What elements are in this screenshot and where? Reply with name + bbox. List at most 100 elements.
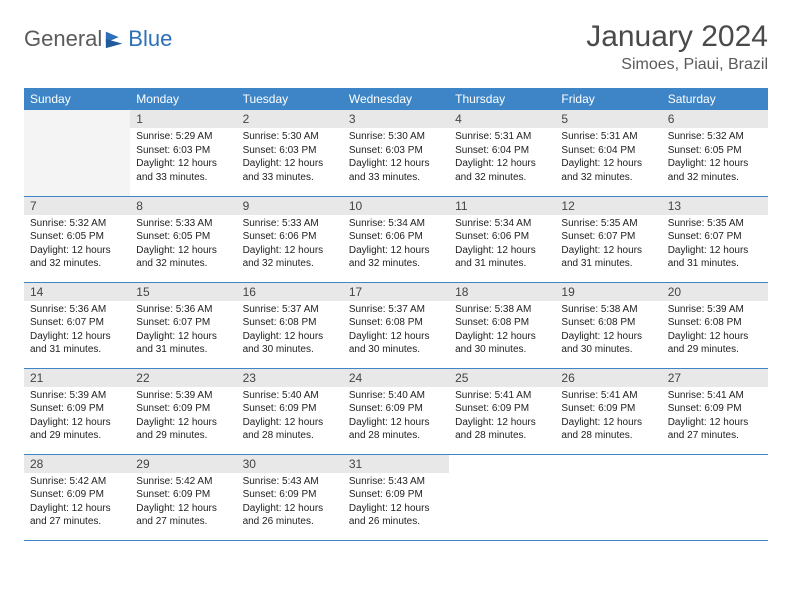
day-details: Sunrise: 5:30 AMSunset: 6:03 PMDaylight:… — [343, 128, 449, 190]
logo: General Blue — [24, 20, 172, 52]
day-number: 27 — [662, 369, 768, 387]
daylight-line: Daylight: 12 hours and 31 minutes. — [561, 244, 655, 271]
day-details: Sunrise: 5:40 AMSunset: 6:09 PMDaylight:… — [343, 387, 449, 449]
daylight-line: Daylight: 12 hours and 27 minutes. — [668, 416, 762, 443]
calendar-cell: . — [555, 454, 661, 540]
sunset-line: Sunset: 6:06 PM — [455, 230, 549, 244]
daylight-line: Daylight: 12 hours and 31 minutes. — [455, 244, 549, 271]
location-subtitle: Simoes, Piaui, Brazil — [586, 56, 768, 74]
weekday-header: Tuesday — [237, 88, 343, 110]
day-number: 13 — [662, 197, 768, 215]
sunset-line: Sunset: 6:03 PM — [243, 144, 337, 158]
sunset-line: Sunset: 6:04 PM — [455, 144, 549, 158]
calendar-cell: . — [449, 454, 555, 540]
sunrise-line: Sunrise: 5:29 AM — [136, 130, 230, 144]
sunset-line: Sunset: 6:09 PM — [561, 402, 655, 416]
day-details: Sunrise: 5:29 AMSunset: 6:03 PMDaylight:… — [130, 128, 236, 190]
day-number: 24 — [343, 369, 449, 387]
daylight-line: Daylight: 12 hours and 27 minutes. — [136, 502, 230, 529]
sunrise-line: Sunrise: 5:41 AM — [455, 389, 549, 403]
calendar-cell: 18Sunrise: 5:38 AMSunset: 6:08 PMDayligh… — [449, 282, 555, 368]
daylight-line: Daylight: 12 hours and 30 minutes. — [455, 330, 549, 357]
sunrise-line: Sunrise: 5:32 AM — [30, 217, 124, 231]
day-details: Sunrise: 5:33 AMSunset: 6:06 PMDaylight:… — [237, 215, 343, 277]
calendar-body: .1Sunrise: 5:29 AMSunset: 6:03 PMDayligh… — [24, 110, 768, 540]
daylight-line: Daylight: 12 hours and 32 minutes. — [136, 244, 230, 271]
daylight-line: Daylight: 12 hours and 29 minutes. — [30, 416, 124, 443]
calendar-cell: 20Sunrise: 5:39 AMSunset: 6:08 PMDayligh… — [662, 282, 768, 368]
logo-text-blue: Blue — [128, 26, 172, 52]
daylight-line: Daylight: 12 hours and 26 minutes. — [349, 502, 443, 529]
calendar-cell: 22Sunrise: 5:39 AMSunset: 6:09 PMDayligh… — [130, 368, 236, 454]
calendar-cell: 16Sunrise: 5:37 AMSunset: 6:08 PMDayligh… — [237, 282, 343, 368]
calendar-cell: 10Sunrise: 5:34 AMSunset: 6:06 PMDayligh… — [343, 196, 449, 282]
calendar-cell: 5Sunrise: 5:31 AMSunset: 6:04 PMDaylight… — [555, 110, 661, 196]
day-details: Sunrise: 5:30 AMSunset: 6:03 PMDaylight:… — [237, 128, 343, 190]
day-number: 25 — [449, 369, 555, 387]
calendar-table: SundayMondayTuesdayWednesdayThursdayFrid… — [24, 88, 768, 541]
day-details: Sunrise: 5:43 AMSunset: 6:09 PMDaylight:… — [237, 473, 343, 535]
sunrise-line: Sunrise: 5:37 AM — [243, 303, 337, 317]
day-details: Sunrise: 5:39 AMSunset: 6:08 PMDaylight:… — [662, 301, 768, 363]
day-number: 31 — [343, 455, 449, 473]
sunset-line: Sunset: 6:05 PM — [668, 144, 762, 158]
day-number: 18 — [449, 283, 555, 301]
sunset-line: Sunset: 6:03 PM — [136, 144, 230, 158]
day-number: 16 — [237, 283, 343, 301]
day-number: 21 — [24, 369, 130, 387]
sunrise-line: Sunrise: 5:34 AM — [349, 217, 443, 231]
calendar-cell: 28Sunrise: 5:42 AMSunset: 6:09 PMDayligh… — [24, 454, 130, 540]
sunrise-line: Sunrise: 5:36 AM — [136, 303, 230, 317]
calendar-cell: 23Sunrise: 5:40 AMSunset: 6:09 PMDayligh… — [237, 368, 343, 454]
day-details: Sunrise: 5:42 AMSunset: 6:09 PMDaylight:… — [24, 473, 130, 535]
sunrise-line: Sunrise: 5:31 AM — [455, 130, 549, 144]
sunrise-line: Sunrise: 5:41 AM — [561, 389, 655, 403]
daylight-line: Daylight: 12 hours and 32 minutes. — [243, 244, 337, 271]
sunrise-line: Sunrise: 5:38 AM — [561, 303, 655, 317]
calendar-cell: . — [24, 110, 130, 196]
weekday-header: Thursday — [449, 88, 555, 110]
calendar-cell: 11Sunrise: 5:34 AMSunset: 6:06 PMDayligh… — [449, 196, 555, 282]
sunrise-line: Sunrise: 5:43 AM — [243, 475, 337, 489]
day-number: 22 — [130, 369, 236, 387]
sunset-line: Sunset: 6:09 PM — [349, 488, 443, 502]
day-details: Sunrise: 5:32 AMSunset: 6:05 PMDaylight:… — [24, 215, 130, 277]
sunset-line: Sunset: 6:09 PM — [243, 402, 337, 416]
day-details: Sunrise: 5:37 AMSunset: 6:08 PMDaylight:… — [237, 301, 343, 363]
calendar-cell: 12Sunrise: 5:35 AMSunset: 6:07 PMDayligh… — [555, 196, 661, 282]
day-number: 14 — [24, 283, 130, 301]
sunset-line: Sunset: 6:09 PM — [30, 488, 124, 502]
day-number: 29 — [130, 455, 236, 473]
sunrise-line: Sunrise: 5:33 AM — [136, 217, 230, 231]
day-details: Sunrise: 5:32 AMSunset: 6:05 PMDaylight:… — [662, 128, 768, 190]
daylight-line: Daylight: 12 hours and 32 minutes. — [349, 244, 443, 271]
calendar-cell: 26Sunrise: 5:41 AMSunset: 6:09 PMDayligh… — [555, 368, 661, 454]
calendar-cell: 29Sunrise: 5:42 AMSunset: 6:09 PMDayligh… — [130, 454, 236, 540]
weekday-header: Friday — [555, 88, 661, 110]
calendar-page: General Blue January 2024 Simoes, Piaui,… — [0, 0, 792, 561]
day-details: Sunrise: 5:40 AMSunset: 6:09 PMDaylight:… — [237, 387, 343, 449]
sunset-line: Sunset: 6:08 PM — [561, 316, 655, 330]
day-number: 5 — [555, 110, 661, 128]
daylight-line: Daylight: 12 hours and 29 minutes. — [136, 416, 230, 443]
calendar-cell: 13Sunrise: 5:35 AMSunset: 6:07 PMDayligh… — [662, 196, 768, 282]
sunrise-line: Sunrise: 5:33 AM — [243, 217, 337, 231]
day-details: Sunrise: 5:34 AMSunset: 6:06 PMDaylight:… — [343, 215, 449, 277]
daylight-line: Daylight: 12 hours and 26 minutes. — [243, 502, 337, 529]
sunrise-line: Sunrise: 5:40 AM — [243, 389, 337, 403]
sunrise-line: Sunrise: 5:32 AM — [668, 130, 762, 144]
sunset-line: Sunset: 6:07 PM — [668, 230, 762, 244]
sunset-line: Sunset: 6:06 PM — [349, 230, 443, 244]
calendar-cell: 3Sunrise: 5:30 AMSunset: 6:03 PMDaylight… — [343, 110, 449, 196]
weekday-header: Wednesday — [343, 88, 449, 110]
day-number: 1 — [130, 110, 236, 128]
day-number: 20 — [662, 283, 768, 301]
day-number: 19 — [555, 283, 661, 301]
daylight-line: Daylight: 12 hours and 31 minutes. — [136, 330, 230, 357]
day-details: Sunrise: 5:36 AMSunset: 6:07 PMDaylight:… — [130, 301, 236, 363]
sunrise-line: Sunrise: 5:39 AM — [30, 389, 124, 403]
daylight-line: Daylight: 12 hours and 33 minutes. — [243, 157, 337, 184]
sunrise-line: Sunrise: 5:35 AM — [561, 217, 655, 231]
sunset-line: Sunset: 6:09 PM — [136, 402, 230, 416]
daylight-line: Daylight: 12 hours and 28 minutes. — [243, 416, 337, 443]
